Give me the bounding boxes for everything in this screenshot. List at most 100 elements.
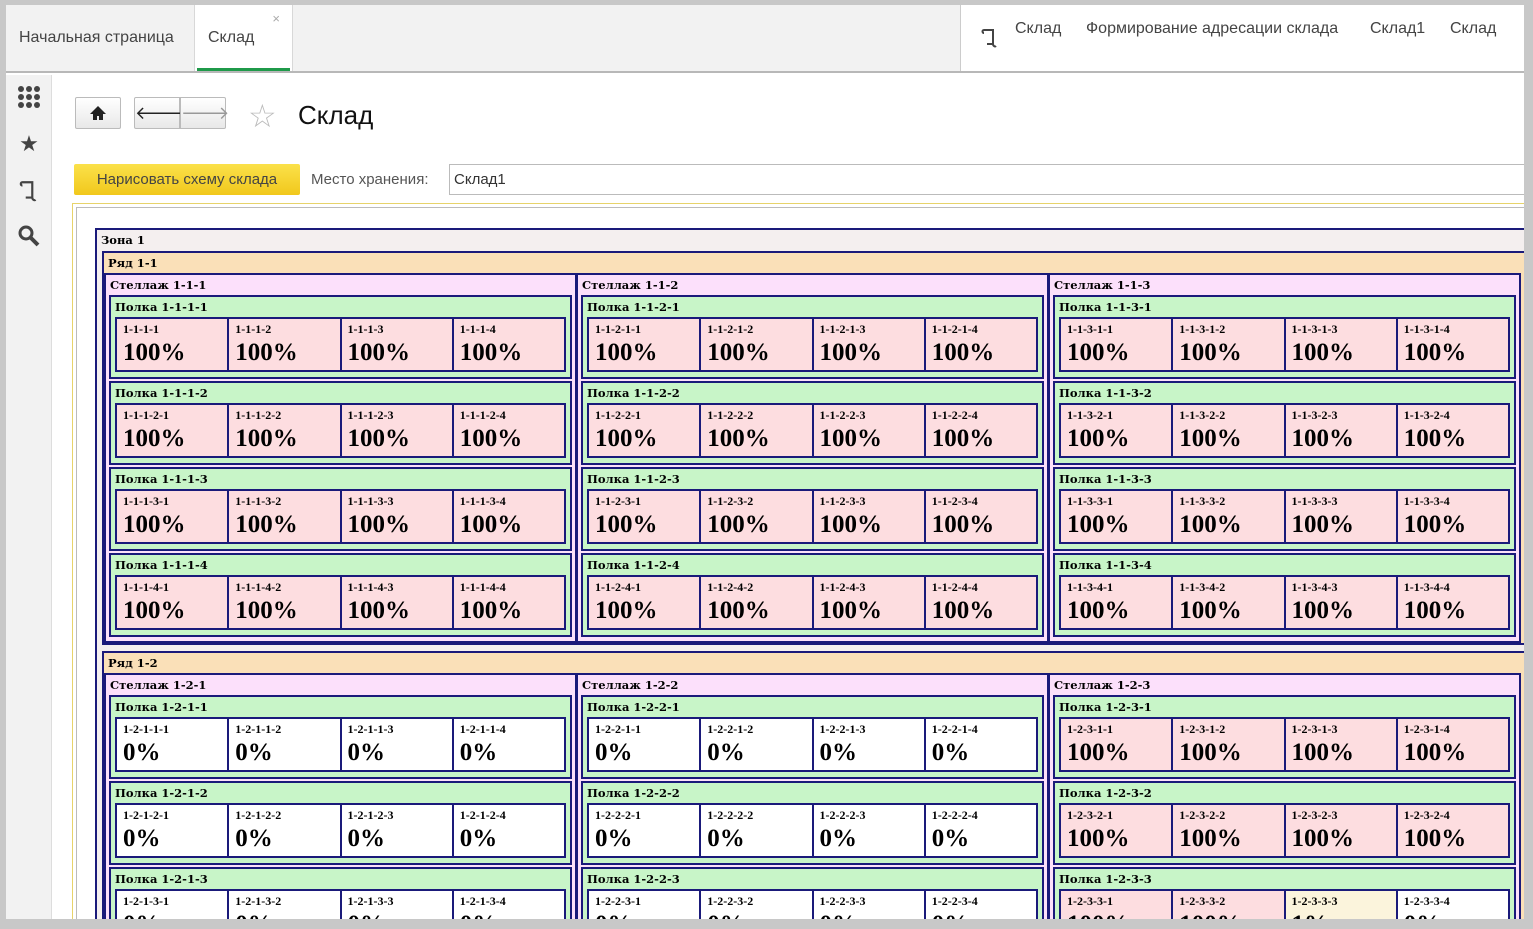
search-icon[interactable] [17, 225, 41, 249]
storage-cell[interactable]: 1-2-3-3-1 100% [1061, 891, 1174, 919]
storage-cell[interactable]: 1-1-2-2-1 100% [589, 405, 702, 456]
storage-cell[interactable]: 1-2-2-2-3 0% [813, 805, 926, 856]
storage-cell[interactable]: 1-2-1-2-1 0% [117, 805, 230, 856]
storage-cell[interactable]: 1-2-1-2-2 0% [229, 805, 342, 856]
storage-cell[interactable]: 1-1-1-3 100% [341, 319, 454, 370]
storage-cell[interactable]: 1-1-1-4-2 100% [229, 577, 342, 628]
storage-cell[interactable]: 1-2-3-3-2 100% [1173, 891, 1286, 919]
storage-cell[interactable]: 1-2-3-2-2 100% [1173, 805, 1286, 856]
storage-cell[interactable]: 1-1-1-4-1 100% [117, 577, 230, 628]
storage-cell[interactable]: 1-1-1-3-1 100% [117, 491, 230, 542]
storage-cell[interactable]: 1-1-1-2-1 100% [117, 405, 230, 456]
storage-cell[interactable]: 1-1-2-1-1 100% [589, 319, 702, 370]
storage-cell[interactable]: 1-2-3-1-2 100% [1173, 719, 1286, 770]
storage-cell[interactable]: 1-2-2-1-4 0% [925, 719, 1036, 770]
storage-cell[interactable]: 1-2-2-3-3 0% [813, 891, 926, 919]
storage-cell[interactable]: 1-1-3-3-2 100% [1173, 491, 1286, 542]
add-favorite-star-icon[interactable]: ☆ [248, 98, 277, 134]
storage-cell[interactable]: 1-1-1-2-2 100% [229, 405, 342, 456]
storage-cell[interactable]: 1-1-3-1-1 100% [1061, 319, 1174, 370]
storage-input[interactable]: Склад1 [449, 164, 1524, 195]
storage-cell[interactable]: 1-2-3-2-3 100% [1285, 805, 1398, 856]
tab-warehouse[interactable]: Склад × [195, 5, 293, 71]
draw-scheme-button[interactable]: Нарисовать схему склада [74, 164, 300, 195]
favorites-star-icon[interactable]: ★ [19, 131, 39, 156]
storage-cell[interactable]: 1-2-3-2-4 100% [1397, 805, 1508, 856]
breadcrumb-item[interactable]: Формирование адресации склада [1086, 20, 1339, 37]
storage-cell[interactable]: 1-2-2-3-2 0% [701, 891, 814, 919]
storage-cell[interactable]: 1-2-2-2-2 0% [701, 805, 814, 856]
storage-cell[interactable]: 1-1-3-3-4 100% [1397, 491, 1508, 542]
storage-cell[interactable]: 1-1-3-3-3 100% [1285, 491, 1398, 542]
storage-cell[interactable]: 1-1-1-3-3 100% [341, 491, 454, 542]
storage-cell[interactable]: 1-1-3-4-1 100% [1061, 577, 1174, 628]
storage-cell[interactable]: 1-2-1-2-4 0% [453, 805, 564, 856]
forward-button[interactable]: 🡒 [180, 97, 229, 129]
storage-cell[interactable]: 1-1-3-1-3 100% [1285, 319, 1398, 370]
home-button[interactable] [75, 97, 121, 129]
storage-cell[interactable]: 1-1-2-4-1 100% [589, 577, 702, 628]
storage-cell[interactable]: 1-2-2-1-3 0% [813, 719, 926, 770]
storage-cell[interactable]: 1-2-1-3-4 0% [453, 891, 564, 919]
storage-cell[interactable]: 1-2-2-2-4 0% [925, 805, 1036, 856]
storage-cell[interactable]: 1-1-1-4-3 100% [341, 577, 454, 628]
apps-grid-icon[interactable] [17, 85, 41, 109]
back-button[interactable]: 🡐 [134, 97, 183, 129]
storage-cell[interactable]: 1-2-2-1-2 0% [701, 719, 814, 770]
storage-cell[interactable]: 1-2-1-1-3 0% [341, 719, 454, 770]
storage-cell[interactable]: 1-1-2-3-3 100% [813, 491, 926, 542]
storage-cell[interactable]: 1-1-2-3-1 100% [589, 491, 702, 542]
storage-cell[interactable]: 1-2-3-1-1 100% [1061, 719, 1174, 770]
storage-cell[interactable]: 1-1-2-4-3 100% [813, 577, 926, 628]
storage-cell[interactable]: 1-2-2-3-4 0% [925, 891, 1036, 919]
storage-cell[interactable]: 1-1-2-1-3 100% [813, 319, 926, 370]
storage-cell[interactable]: 1-1-3-2-4 100% [1397, 405, 1508, 456]
storage-cell[interactable]: 1-1-3-2-3 100% [1285, 405, 1398, 456]
storage-cell[interactable]: 1-2-1-1-1 0% [117, 719, 230, 770]
storage-cell[interactable]: 1-2-1-2-3 0% [341, 805, 454, 856]
storage-cell[interactable]: 1-1-2-4-4 100% [925, 577, 1036, 628]
breadcrumb-item[interactable]: Склад1 [1370, 20, 1426, 37]
storage-cell[interactable]: 1-1-3-4-2 100% [1173, 577, 1286, 628]
storage-cell[interactable]: 1-1-1-2-3 100% [341, 405, 454, 456]
storage-cell[interactable]: 1-1-1-4 100% [453, 319, 564, 370]
storage-cell[interactable]: 1-1-2-1-2 100% [701, 319, 814, 370]
history-scroll-icon[interactable] [981, 27, 999, 49]
storage-cell[interactable]: 1-1-1-4-4 100% [453, 577, 564, 628]
storage-cell[interactable]: 1-1-2-2-3 100% [813, 405, 926, 456]
breadcrumb-item[interactable]: Склад [1015, 20, 1062, 37]
storage-cell[interactable]: 1-1-1-3-2 100% [229, 491, 342, 542]
storage-cell[interactable]: 1-2-1-1-2 0% [229, 719, 342, 770]
storage-cell[interactable]: 1-1-1-1 100% [117, 319, 230, 370]
storage-cell[interactable]: 1-1-1-2 100% [229, 319, 342, 370]
storage-cell[interactable]: 1-1-1-2-4 100% [453, 405, 564, 456]
storage-cell[interactable]: 1-2-1-3-3 0% [341, 891, 454, 919]
storage-cell[interactable]: 1-2-1-3-2 0% [229, 891, 342, 919]
storage-cell[interactable]: 1-2-1-3-1 0% [117, 891, 230, 919]
storage-cell[interactable]: 1-1-3-2-1 100% [1061, 405, 1174, 456]
storage-cell[interactable]: 1-2-3-3-3 1% [1285, 891, 1398, 919]
storage-cell[interactable]: 1-1-3-1-4 100% [1397, 319, 1508, 370]
storage-cell[interactable]: 1-1-2-2-2 100% [701, 405, 814, 456]
storage-cell[interactable]: 1-2-3-3-4 0% [1397, 891, 1508, 919]
storage-cell[interactable]: 1-1-3-2-2 100% [1173, 405, 1286, 456]
storage-cell[interactable]: 1-1-3-3-1 100% [1061, 491, 1174, 542]
breadcrumb-item[interactable]: Склад [1450, 20, 1497, 37]
tab-home[interactable]: Начальная страница [6, 5, 195, 71]
storage-cell[interactable]: 1-2-2-3-1 0% [589, 891, 702, 919]
storage-cell[interactable]: 1-1-2-1-4 100% [925, 319, 1036, 370]
storage-cell[interactable]: 1-2-3-1-3 100% [1285, 719, 1398, 770]
history-scroll-icon[interactable] [17, 179, 41, 203]
storage-cell[interactable]: 1-1-2-4-2 100% [701, 577, 814, 628]
storage-cell[interactable]: 1-2-2-2-1 0% [589, 805, 702, 856]
close-icon[interactable]: × [272, 11, 280, 26]
storage-cell[interactable]: 1-2-2-1-1 0% [589, 719, 702, 770]
storage-cell[interactable]: 1-1-3-1-2 100% [1173, 319, 1286, 370]
storage-cell[interactable]: 1-1-3-4-3 100% [1285, 577, 1398, 628]
storage-cell[interactable]: 1-1-2-2-4 100% [925, 405, 1036, 456]
storage-cell[interactable]: 1-1-2-3-4 100% [925, 491, 1036, 542]
storage-cell[interactable]: 1-1-1-3-4 100% [453, 491, 564, 542]
storage-cell[interactable]: 1-2-3-1-4 100% [1397, 719, 1508, 770]
storage-cell[interactable]: 1-2-1-1-4 0% [453, 719, 564, 770]
storage-cell[interactable]: 1-2-3-2-1 100% [1061, 805, 1174, 856]
